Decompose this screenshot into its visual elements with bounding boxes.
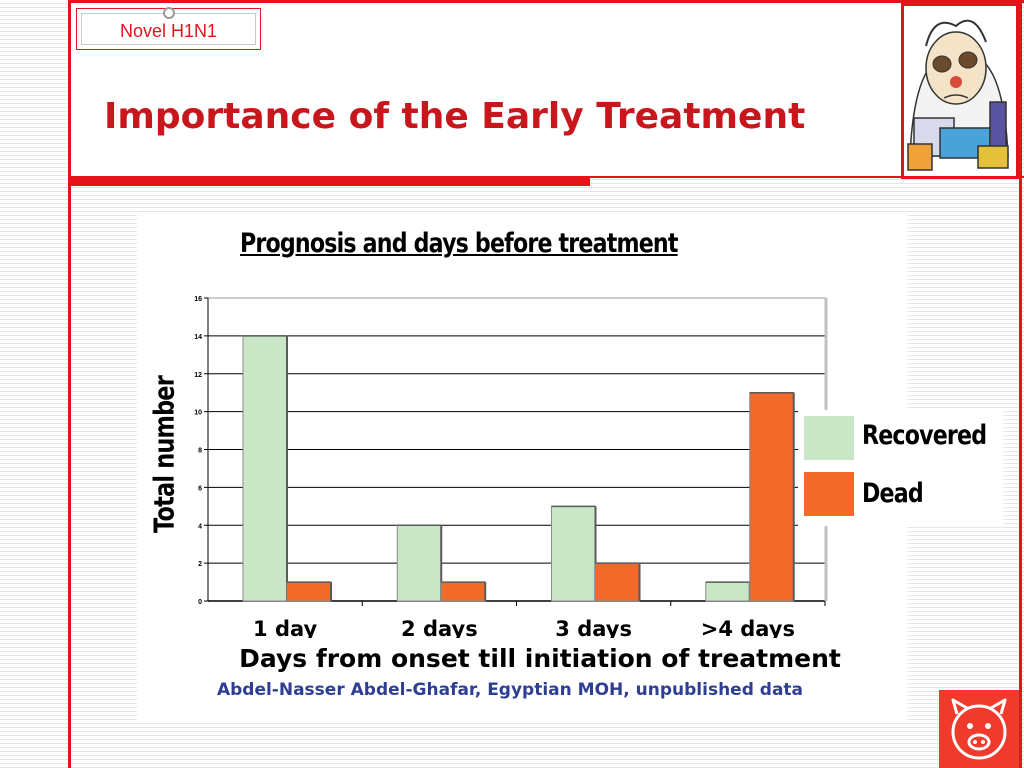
bar-dead-1 xyxy=(440,581,486,602)
legend-label-recovered: Recovered xyxy=(862,420,987,451)
badge-pin-icon xyxy=(163,7,175,19)
y-axis-label: Total number xyxy=(147,376,181,533)
cartoon-frame xyxy=(901,3,1019,179)
y-tick-label: 10 xyxy=(194,410,202,417)
header-divider xyxy=(68,176,590,186)
y-tick-label: 14 xyxy=(194,334,202,341)
sick-person-icon xyxy=(907,19,1009,171)
topic-badge: Novel H1N1 xyxy=(76,7,261,50)
chart-title: Prognosis and days before treatment xyxy=(240,228,678,259)
bar-dead-2 xyxy=(595,562,640,602)
x-tick-label: 3 days xyxy=(555,617,632,638)
pig-face-icon xyxy=(951,698,1007,760)
x-axis-label: Days from onset till initiation of treat… xyxy=(239,644,841,673)
corner-badge xyxy=(939,690,1019,768)
source-citation: Abdel-Nasser Abdel-Ghafar, Egyptian MOH,… xyxy=(216,680,804,700)
chart-legend: Recovered Dead xyxy=(798,410,1003,526)
bar-recovered-1 xyxy=(396,524,442,602)
y-tick-label: 16 xyxy=(194,296,202,303)
x-tick-label: >4 days xyxy=(701,617,795,638)
y-tick-label: 12 xyxy=(194,372,202,379)
x-tick-label: 2 days xyxy=(401,617,478,638)
y-tick-label: 8 xyxy=(198,448,202,455)
legend-swatch-dead xyxy=(804,472,854,516)
y-tick-label: 4 xyxy=(198,523,202,530)
frame-left-border xyxy=(68,0,71,768)
y-tick-label: 2 xyxy=(198,561,202,568)
frame-right-border xyxy=(1019,0,1022,768)
legend-label-dead: Dead xyxy=(862,478,924,509)
slide-title: Importance of the Early Treatment xyxy=(104,96,806,137)
badge-label: Novel H1N1 xyxy=(119,21,218,41)
bar-dead-0 xyxy=(286,581,332,602)
bar-recovered-2 xyxy=(551,505,596,602)
x-tick-label: 1 day xyxy=(253,617,317,638)
bar-chart: 0 2 4 6 8 10 12 14 16 1 day 2 days 3 days >4 days xyxy=(194,296,828,638)
bar-dead-3 xyxy=(749,392,795,602)
header-divider-thin xyxy=(590,176,1024,178)
bar-recovered-3 xyxy=(705,581,751,602)
legend-swatch-recovered xyxy=(804,416,854,460)
y-tick-label: 6 xyxy=(198,485,202,492)
bar-recovered-0 xyxy=(242,335,288,602)
y-tick-label: 0 xyxy=(198,599,202,606)
frame-top-border xyxy=(68,0,1024,3)
